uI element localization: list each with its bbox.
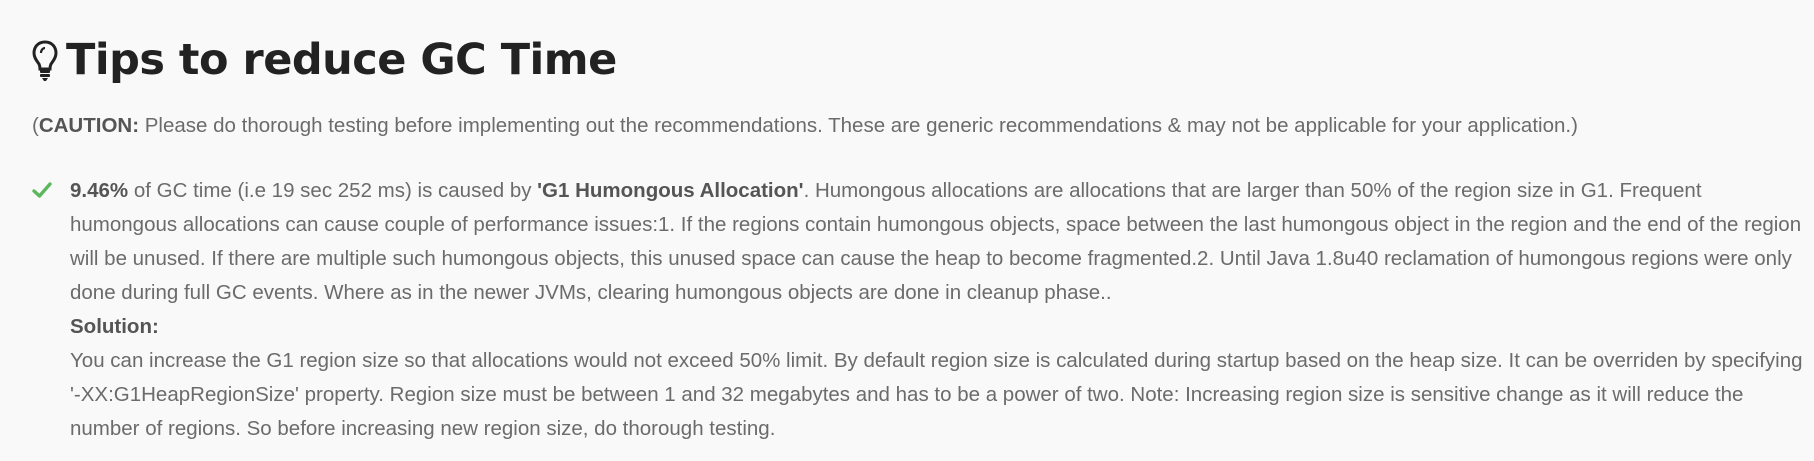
caution-text: Please do thorough testing before implem… <box>139 114 1578 137</box>
caution-open-paren: ( <box>32 114 39 137</box>
gc-percentage: 9.46% <box>70 179 129 202</box>
list-item: 9.46% of GC time (i.e 19 sec 252 ms) is … <box>30 174 1814 446</box>
caution-note: (CAUTION: Please do thorough testing bef… <box>32 112 1814 140</box>
lightbulb-icon <box>30 38 60 82</box>
tip-description: . Humongous allocations are allocations … <box>70 179 1802 304</box>
check-icon <box>32 180 52 200</box>
section-heading: Tips to reduce GC Time <box>30 38 1814 82</box>
caution-label: CAUTION: <box>38 114 140 137</box>
tip-text: 9.46% of GC time (i.e 19 sec 252 ms) is … <box>70 174 1810 446</box>
solution-label: Solution: <box>70 315 159 338</box>
gc-cause: 'G1 Humongous Allocation' <box>537 179 804 202</box>
solution-text: You can increase the G1 region size so t… <box>70 349 1803 440</box>
tips-section: Tips to reduce GC Time (CAUTION: Please … <box>30 38 1814 446</box>
tip-intro: of GC time (i.e 19 sec 252 ms) is caused… <box>128 179 538 202</box>
page-title: Tips to reduce GC Time <box>66 34 617 85</box>
